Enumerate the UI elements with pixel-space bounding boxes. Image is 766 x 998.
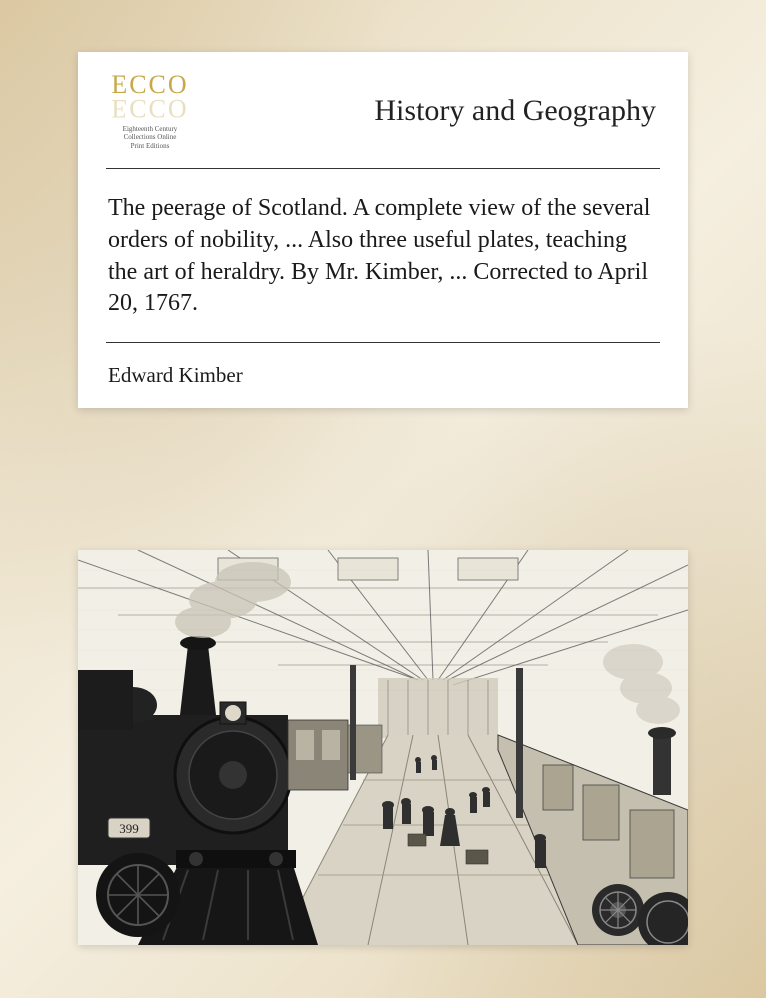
train-station-svg: 399	[78, 550, 688, 945]
book-title: The peerage of Scotland. A complete view…	[78, 175, 688, 336]
logo-mirror: ECCO	[106, 95, 194, 121]
ecco-logo: ECCO ECCO Eighteenth Century Collections…	[106, 72, 194, 150]
loco-number: 399	[119, 821, 139, 836]
engraving-illustration: 399	[78, 550, 688, 945]
logo-subtitle: Eighteenth Century Collections Online Pr…	[106, 125, 194, 150]
card-header: ECCO ECCO Eighteenth Century Collections…	[78, 52, 688, 162]
author-name: Edward Kimber	[78, 349, 688, 408]
rule-bottom	[106, 342, 660, 343]
series-title: History and Geography	[212, 94, 660, 128]
rule-top	[106, 168, 660, 169]
title-card: ECCO ECCO Eighteenth Century Collections…	[78, 52, 688, 408]
